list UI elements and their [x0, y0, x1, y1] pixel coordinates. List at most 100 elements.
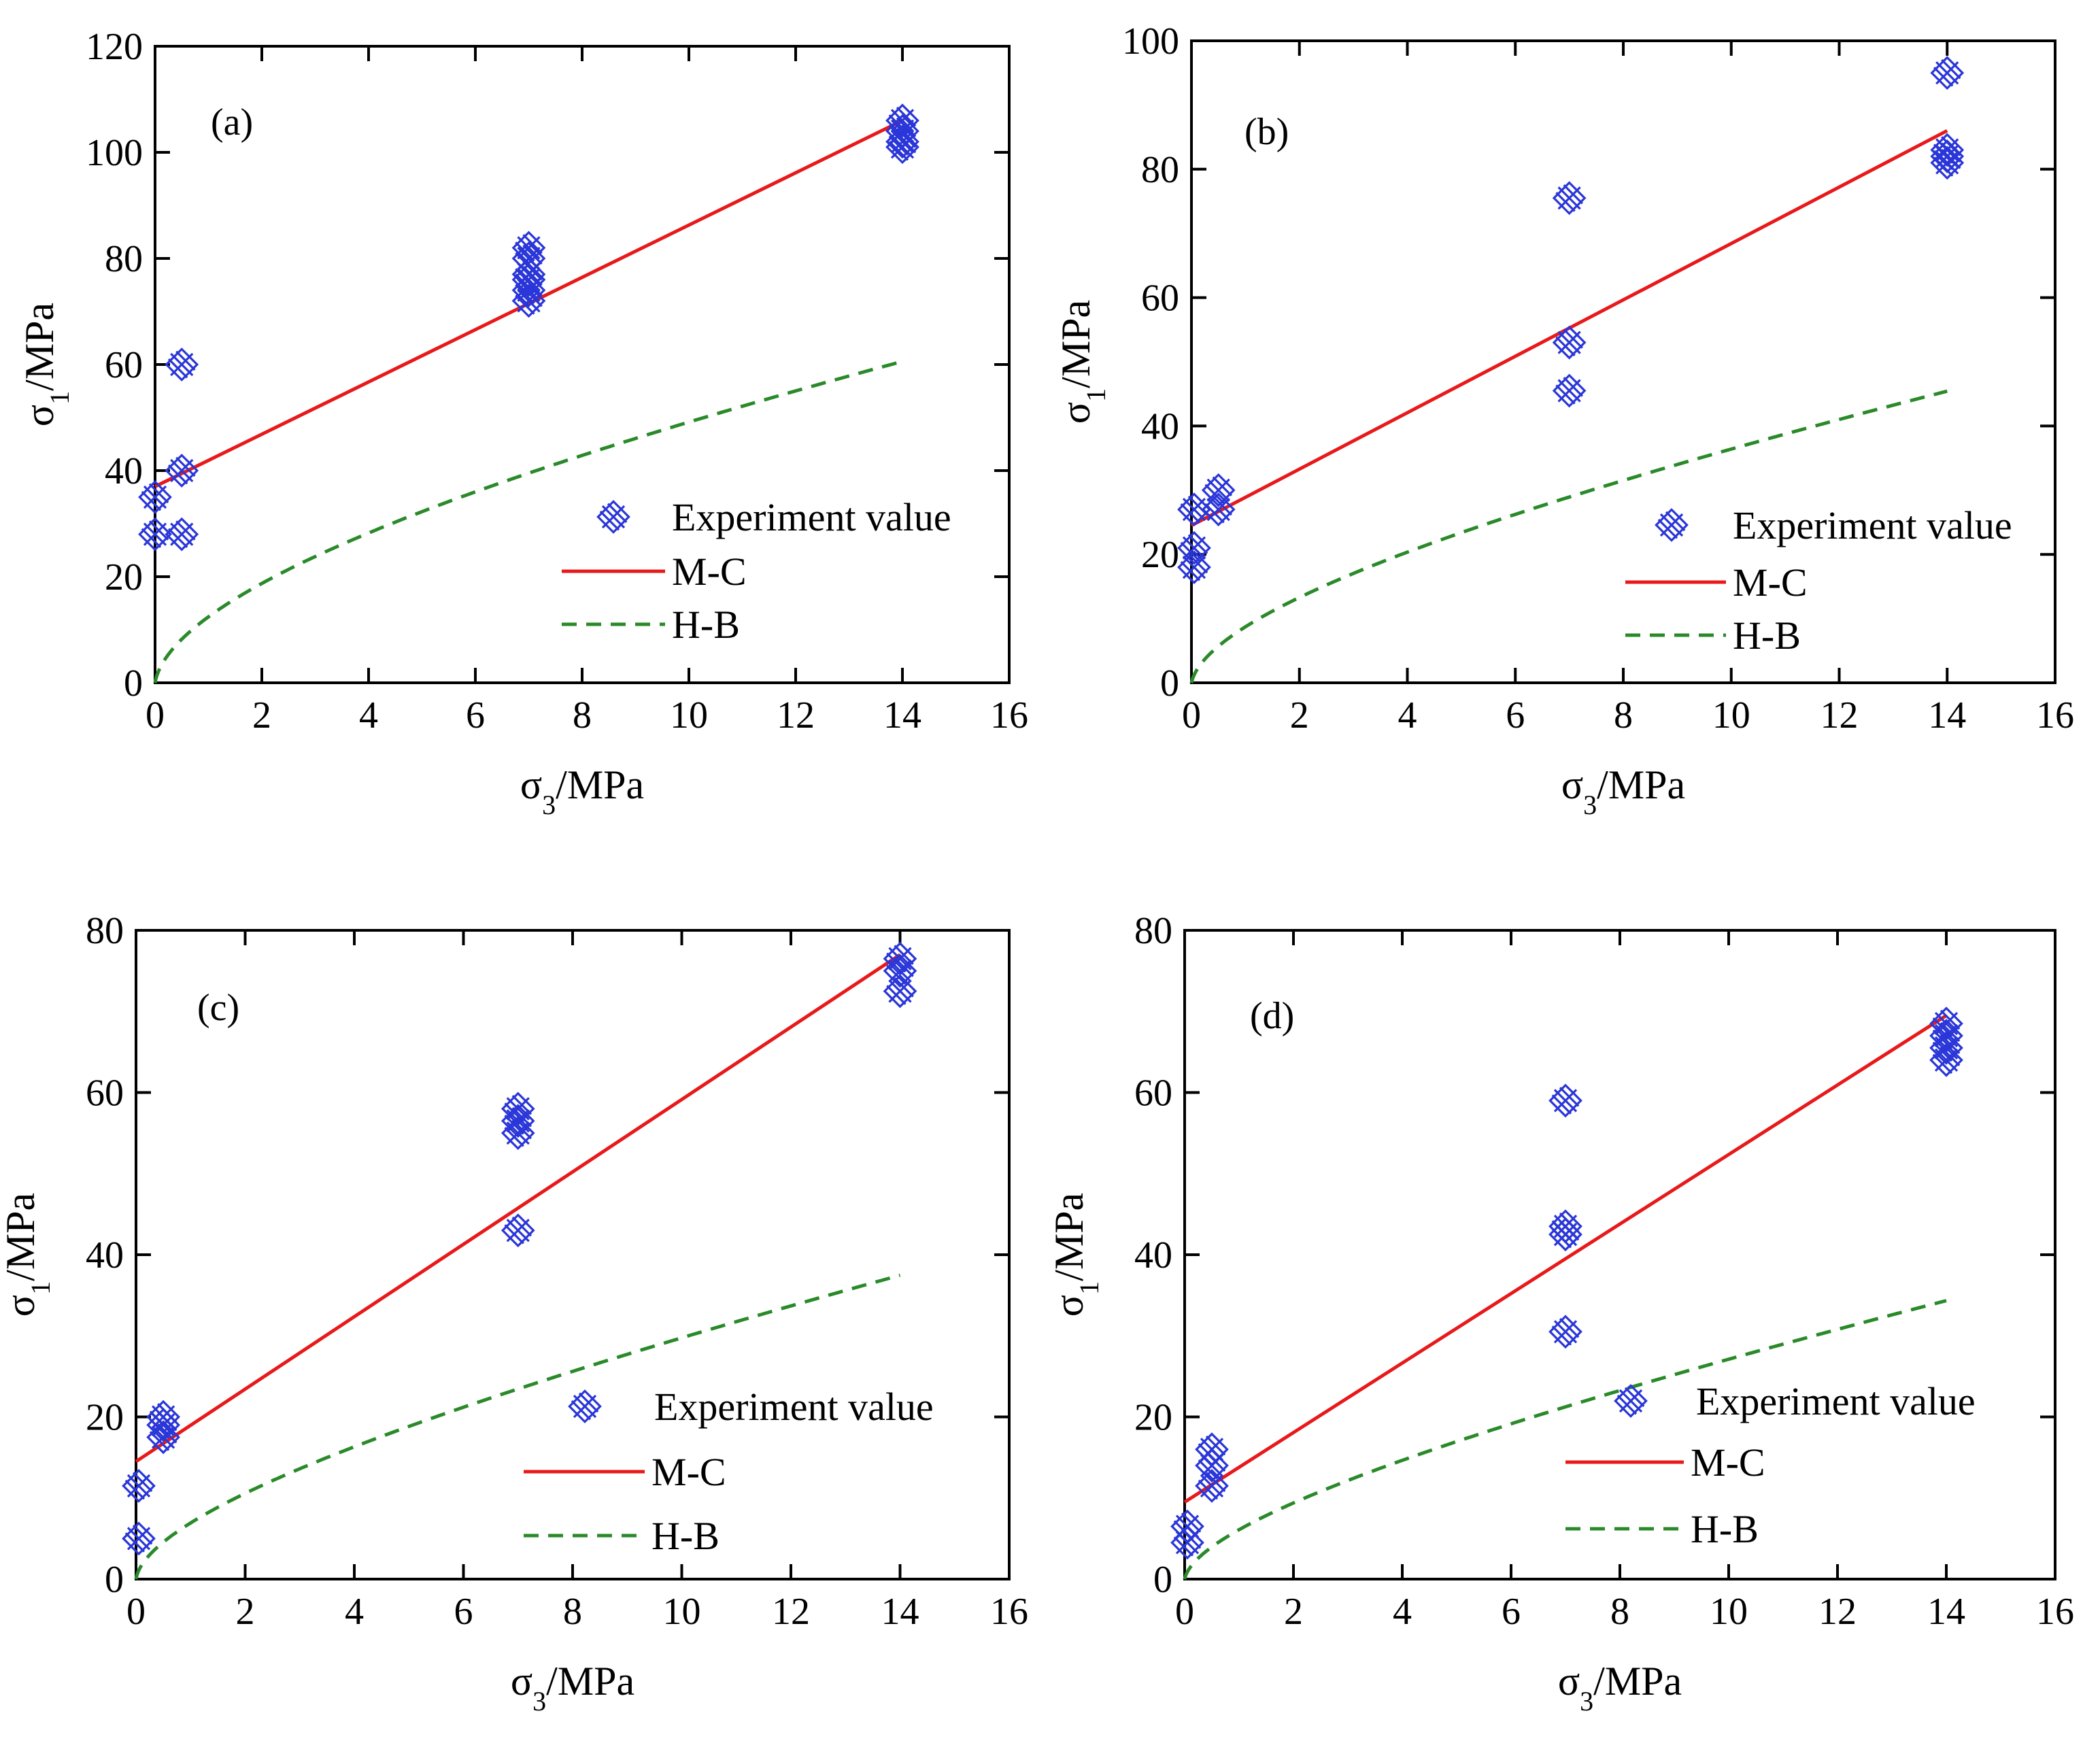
- marker-cross-b: [1182, 536, 1206, 560]
- marker-hatch-a: [511, 1216, 532, 1237]
- experiment-point: [883, 974, 917, 1009]
- marker-hatch-a: [132, 1472, 153, 1492]
- x-axis-title-symbol: σ: [1561, 762, 1583, 807]
- y-tick-label: 40: [1141, 405, 1179, 447]
- marker-cross-b: [1206, 478, 1230, 502]
- experiment-point: [1930, 56, 1965, 90]
- x-tick-label: 2: [1284, 1591, 1303, 1633]
- marker-hatch-b: [167, 464, 188, 485]
- marker-hatch-b: [141, 490, 162, 511]
- x-axis-title-subscript: 3: [542, 790, 556, 820]
- legend-marker-experiment: [596, 500, 630, 534]
- chart-panel-a: 0 2 4 6 8 10 12 14 16020406080100120σ3/MPaσ1/MPa…: [17, 26, 1028, 820]
- mc-line: [154, 118, 904, 488]
- marker-cross-b: [143, 485, 167, 509]
- marker-cross-b: [151, 1413, 175, 1437]
- marker-cross-b: [888, 959, 912, 983]
- experiment-point: [138, 480, 172, 514]
- y-tick-label: 20: [1141, 534, 1179, 576]
- marker-hatch-b: [1551, 1094, 1572, 1115]
- x-tick-label: 10: [1710, 1591, 1748, 1633]
- legend-label-experiment: Experiment value: [1696, 1379, 1976, 1423]
- experiment-point: [122, 1521, 156, 1556]
- y-axis-title-unit: /MPa: [1053, 300, 1098, 388]
- legend-marker-experiment: [568, 1389, 602, 1423]
- y-tick-label: 40: [105, 450, 143, 492]
- marker-hatch-b: [515, 294, 535, 315]
- chart-panel-d: 0 2 4 6 8 10 12 14 16020406080σ3/MPaσ1/MPa(d)Exp…: [1047, 910, 2074, 1716]
- y-axis-title: σ1/MPa: [17, 303, 75, 426]
- marker-cross-b: [888, 947, 912, 970]
- x-axis-title: σ3/MPa: [1558, 1659, 1682, 1716]
- experiment-point: [501, 1213, 535, 1248]
- marker-hatch-a: [1181, 1512, 1202, 1533]
- x-tick-label: 14: [881, 1591, 919, 1633]
- y-tick-label: 80: [1141, 149, 1179, 191]
- marker-hatch-a: [1181, 1529, 1202, 1549]
- plot-frame: [154, 45, 1011, 684]
- legend-label-hb: H-B: [1691, 1507, 1759, 1551]
- marker-hatch-b: [504, 1224, 524, 1245]
- marker-hatch-b: [1933, 156, 1954, 177]
- y-axis-title: σ1/MPa: [1053, 300, 1111, 424]
- legend-label-experiment: Experiment value: [1733, 503, 2012, 547]
- marker-hatch-a: [1941, 149, 1961, 169]
- marker-cross-b: [506, 1109, 530, 1133]
- marker-hatch-b: [1555, 384, 1576, 405]
- mc-line: [135, 953, 901, 1463]
- marker-cross-b: [1659, 513, 1684, 537]
- marker-cross-b: [1557, 379, 1581, 403]
- experiment-point: [1201, 492, 1236, 527]
- marker-hatch-b: [1198, 1479, 1219, 1500]
- experiment-point: [1177, 492, 1211, 527]
- x-tick-label: 14: [883, 694, 921, 737]
- panel-label: (d): [1250, 995, 1294, 1037]
- marker-hatch-a: [896, 106, 917, 127]
- y-tick-label: 40: [86, 1234, 124, 1276]
- x-tick-label: 6: [454, 1591, 473, 1633]
- hb-curve: [134, 1273, 901, 1580]
- y-axis-title-unit: /MPa: [1047, 1193, 1091, 1281]
- marker-hatch-b: [888, 141, 909, 161]
- marker-hatch-a: [522, 244, 543, 265]
- legend-label-experiment: Experiment value: [654, 1385, 934, 1429]
- experiment-point: [511, 263, 546, 297]
- marker-cross-b: [1200, 1453, 1224, 1478]
- marker-hatch-b: [515, 241, 535, 262]
- marker-hatch-a: [896, 117, 917, 137]
- x-tick-label: 0: [1182, 694, 1201, 737]
- marker-hatch-a: [511, 1119, 532, 1140]
- y-tick-label: 0: [105, 1559, 124, 1601]
- marker-hatch-b: [167, 358, 188, 379]
- marker-hatch-b: [571, 1400, 592, 1421]
- plot-frame: [135, 929, 1011, 1580]
- marker-cross-b: [1553, 1089, 1578, 1113]
- experiment-point: [511, 273, 546, 307]
- legend: Experiment value M-C H-B: [1565, 1379, 1976, 1551]
- marker-hatch-b: [149, 1431, 170, 1451]
- experiment-point: [1552, 373, 1587, 408]
- x-tick-label: 14: [1927, 1591, 1965, 1633]
- legend-label-mc: M-C: [1733, 560, 1808, 605]
- experiment-point: [146, 1420, 181, 1455]
- experiment-point: [1195, 1449, 1229, 1483]
- marker-hatch-a: [1212, 476, 1233, 496]
- marker-hatch-a: [894, 957, 914, 977]
- experiment-point: [1552, 181, 1587, 216]
- mc-line: [1183, 1014, 1948, 1504]
- marker-hatch-a: [1563, 328, 1583, 349]
- x-tick-label: 8: [573, 694, 592, 737]
- y-tick-label: 80: [105, 238, 143, 280]
- x-tick-label: 12: [772, 1591, 810, 1633]
- experiment-point: [1177, 530, 1211, 565]
- legend-label-mc: M-C: [672, 549, 747, 594]
- legend-label-hb: H-B: [1733, 613, 1801, 658]
- marker-cross-b: [126, 1474, 151, 1497]
- marker-cross-b: [888, 979, 912, 1003]
- experiment-point: [1929, 1043, 1963, 1077]
- marker-hatch-a: [1940, 1046, 1961, 1066]
- marker-hatch-a: [894, 977, 914, 998]
- marker-cross-b: [1175, 1531, 1200, 1555]
- marker-hatch-a: [1624, 1387, 1645, 1408]
- marker-cross-b: [170, 352, 194, 377]
